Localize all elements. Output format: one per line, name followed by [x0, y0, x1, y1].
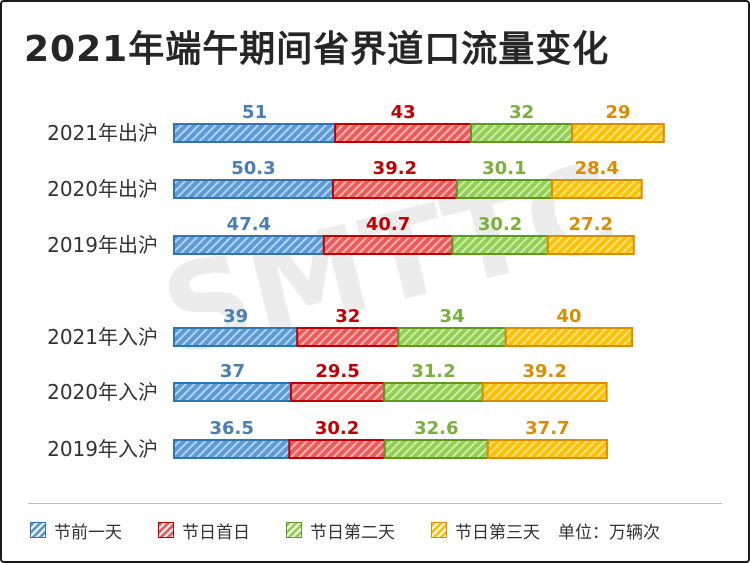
- bar-segment: [173, 382, 292, 402]
- bar-segment: [331, 179, 458, 199]
- bar-segment: [383, 439, 489, 459]
- data-label: 28.4: [575, 158, 619, 179]
- data-label: 50.3: [231, 158, 275, 179]
- legend-swatch-1: [30, 522, 46, 538]
- data-label: 51: [242, 102, 267, 123]
- data-label: 32.6: [414, 418, 458, 439]
- bar-segment: [173, 439, 291, 459]
- bar-segment: [550, 179, 643, 199]
- legend-item-3: 节日第二天: [286, 518, 395, 543]
- data-label: 47.4: [227, 214, 271, 235]
- data-label: 29: [605, 102, 630, 123]
- bar-segment: [455, 179, 553, 199]
- data-label: 37.7: [525, 418, 569, 439]
- bar-segment: [296, 327, 400, 347]
- data-label: 32: [509, 102, 534, 123]
- data-label: 43: [391, 102, 416, 123]
- chart-title: 2021年端午期间省界道口流量变化: [24, 29, 610, 70]
- bar-segment: [451, 235, 549, 255]
- bar-segment: [288, 439, 386, 459]
- data-label: 30.1: [482, 158, 526, 179]
- data-label: 32: [335, 306, 360, 327]
- legend: 节前一天 节日首日 节日第二天 节日第三天 单位：万辆次: [30, 518, 660, 543]
- legend-item-1: 节前一天: [30, 518, 122, 543]
- bar-segment: [397, 327, 507, 347]
- category-label: 2020年入沪: [47, 380, 158, 404]
- legend-divider: [28, 503, 722, 504]
- data-label: 40.7: [366, 214, 410, 235]
- category-label: 2021年入沪: [47, 325, 158, 349]
- category-label: 2020年出沪: [47, 177, 158, 201]
- bar-segment: [470, 123, 574, 143]
- bar-segment: [334, 123, 473, 143]
- data-label: 39: [223, 306, 248, 327]
- unit-label: 单位：万辆次: [558, 522, 660, 543]
- bar-segment: [322, 235, 454, 255]
- bar-segment: [383, 382, 484, 402]
- legend-label-2: 节日首日: [182, 522, 250, 543]
- bar-segment: [486, 439, 608, 459]
- legend-item-4: 节日第三天: [431, 518, 540, 543]
- bar-segment: [571, 123, 665, 143]
- legend-swatch-2: [158, 522, 174, 538]
- legend-swatch-4: [431, 522, 447, 538]
- bar-segment: [173, 123, 337, 143]
- bar-segment: [504, 327, 634, 347]
- category-label: 2021年出沪: [47, 121, 158, 145]
- legend-item-2: 节日首日: [158, 518, 250, 543]
- bar-segment: [546, 235, 635, 255]
- bar-segment: [481, 382, 608, 402]
- data-label: 39.2: [522, 361, 566, 382]
- data-label: 37: [220, 361, 245, 382]
- bar-segment: [173, 235, 325, 255]
- bar-segment: [173, 327, 299, 347]
- legend-label-3: 节日第二天: [310, 522, 395, 543]
- data-label: 39.2: [373, 158, 417, 179]
- legend-label-1: 节前一天: [54, 522, 122, 543]
- data-label: 36.5: [209, 418, 253, 439]
- bar-segment: [173, 179, 334, 199]
- data-label: 30.2: [315, 418, 359, 439]
- bar-segment: [289, 382, 386, 402]
- category-label: 2019年出沪: [47, 233, 158, 257]
- data-label: 29.5: [315, 361, 359, 382]
- data-label: 31.2: [411, 361, 455, 382]
- data-label: 27.2: [569, 214, 613, 235]
- data-label: 34: [440, 306, 465, 327]
- data-label: 40: [556, 306, 581, 327]
- category-label: 2019年入沪: [47, 437, 158, 461]
- legend-label-4: 节日第三天: [455, 522, 540, 543]
- legend-swatch-3: [286, 522, 302, 538]
- data-label: 30.2: [478, 214, 522, 235]
